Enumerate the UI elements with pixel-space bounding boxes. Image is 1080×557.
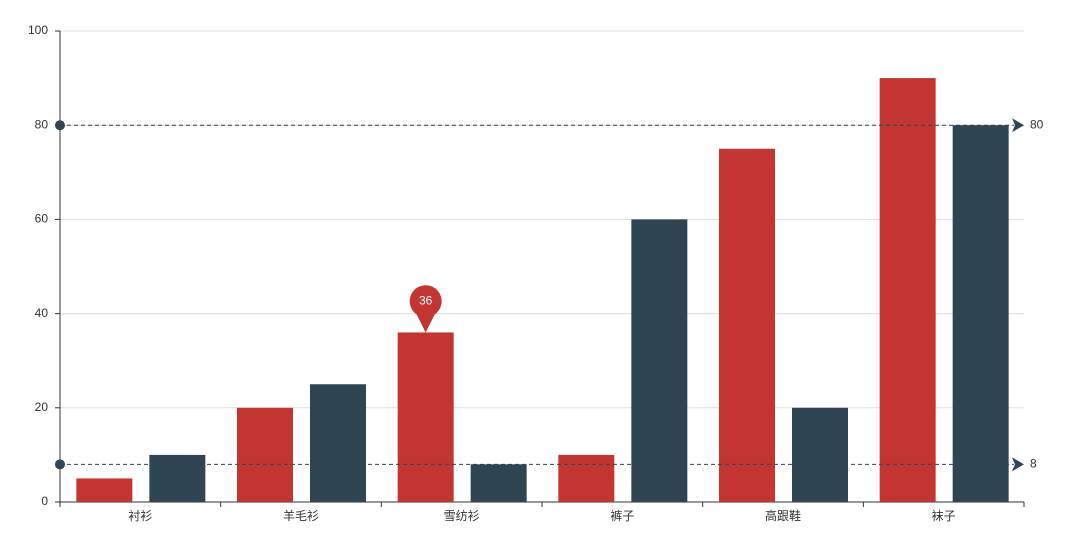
x-tick-label: 袜子 — [932, 509, 956, 523]
x-tick-label: 高跟鞋 — [765, 508, 801, 523]
mark-point-label: 36 — [419, 294, 433, 308]
x-tick-label: 衬衫 — [128, 509, 152, 523]
mark-line-label: 80 — [1030, 117, 1044, 131]
mark-line-label: 8 — [1030, 456, 1037, 470]
bar — [76, 478, 133, 502]
bar — [397, 332, 454, 502]
bar — [952, 125, 1009, 502]
bar — [792, 407, 848, 502]
bar — [149, 454, 206, 502]
y-tick-label: 0 — [41, 494, 48, 508]
bar — [719, 148, 775, 502]
mark-line-arrow — [1012, 457, 1024, 472]
bar — [631, 219, 688, 502]
x-tick-label: 裤子 — [610, 509, 634, 523]
bar — [470, 464, 527, 502]
x-tick-label: 羊毛衫 — [283, 508, 319, 523]
bar — [558, 454, 615, 502]
mark-line-start — [55, 459, 65, 470]
y-tick-label: 80 — [35, 117, 49, 131]
mark-point-pin — [409, 285, 442, 333]
mark-line-start — [55, 120, 65, 131]
bar — [237, 407, 293, 502]
x-tick-label: 雪纺衫 — [444, 509, 480, 523]
mark-line-arrow — [1012, 118, 1024, 133]
y-tick-label: 60 — [35, 212, 49, 226]
bar — [310, 384, 366, 502]
y-tick-label: 40 — [35, 306, 49, 320]
y-tick-label: 20 — [35, 400, 49, 414]
y-tick-label: 100 — [28, 23, 48, 37]
bar — [879, 78, 936, 502]
